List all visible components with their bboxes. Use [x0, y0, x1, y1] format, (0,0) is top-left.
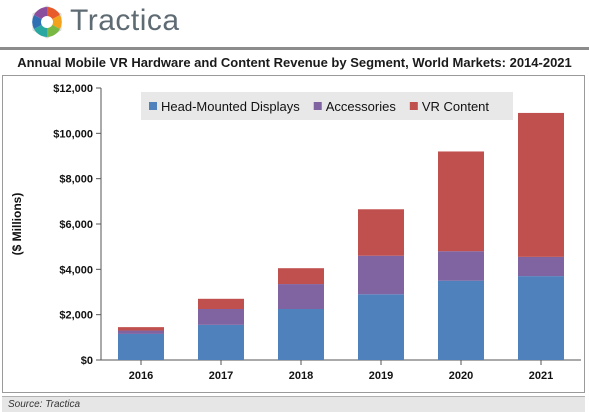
x-tick-label: 2019 [369, 370, 393, 382]
bar-segment [358, 294, 404, 360]
header-divider [0, 47, 589, 50]
x-tick-label: 2021 [529, 370, 553, 382]
y-tick-label: $4,000 [59, 264, 93, 276]
y-axis-label: ($ Millions) [10, 193, 24, 256]
bar-segment [198, 309, 244, 325]
bar-segment [358, 209, 404, 256]
bar-segment [438, 251, 484, 281]
x-tick-label: 2017 [209, 370, 233, 382]
y-tick-label: $2,000 [59, 310, 93, 322]
legend-box [141, 92, 513, 120]
legend-label: Accessories [326, 99, 397, 114]
x-tick-label: 2018 [289, 370, 313, 382]
legend-label: VR Content [422, 99, 490, 114]
bar-segment [278, 309, 324, 360]
chart-frame: $0 $2,000 $4,000 $6,000 $8,000 $10,000 $12,000… [2, 75, 585, 393]
y-tick-label: $0 [81, 355, 93, 367]
y-tick-label: $8,000 [59, 174, 93, 186]
bar-segment [118, 333, 164, 360]
y-tick-label: $6,000 [59, 219, 93, 231]
bar-segment [198, 298, 244, 309]
legend-label: Head-Mounted Displays [161, 99, 300, 114]
bar-segment [278, 268, 324, 285]
bar-segment [518, 276, 564, 360]
brand-name: Tractica [70, 4, 180, 37]
bar-segment [278, 284, 324, 309]
source-note: Source: Tractica [2, 396, 585, 412]
x-tick-label: 2016 [129, 370, 153, 382]
bar-segment [518, 112, 564, 257]
y-tick-label: $10,000 [53, 128, 93, 140]
bar-segment [358, 255, 404, 295]
chart-title: Annual Mobile VR Hardware and Content Re… [17, 55, 572, 70]
bar-segment [118, 330, 164, 334]
hexagon-swirl-logo-icon [32, 5, 62, 39]
legend-swatch [149, 102, 157, 110]
bar-segment [518, 256, 564, 277]
header: Tractica [0, 0, 589, 50]
bar-segment [438, 151, 484, 252]
x-tick-label: 2020 [449, 370, 473, 382]
bar-segment [198, 324, 244, 360]
y-tick-label: $12,000 [53, 83, 93, 95]
stacked-bar-chart: $0 $2,000 $4,000 $6,000 $8,000 $10,000 $12,000… [10, 83, 581, 382]
legend: Head-Mounted Displays Accessories VR Conte… [141, 92, 513, 120]
bar-segment [118, 327, 164, 331]
bar-segment [438, 280, 484, 360]
legend-swatch [409, 102, 418, 110]
legend-swatch [313, 102, 322, 110]
